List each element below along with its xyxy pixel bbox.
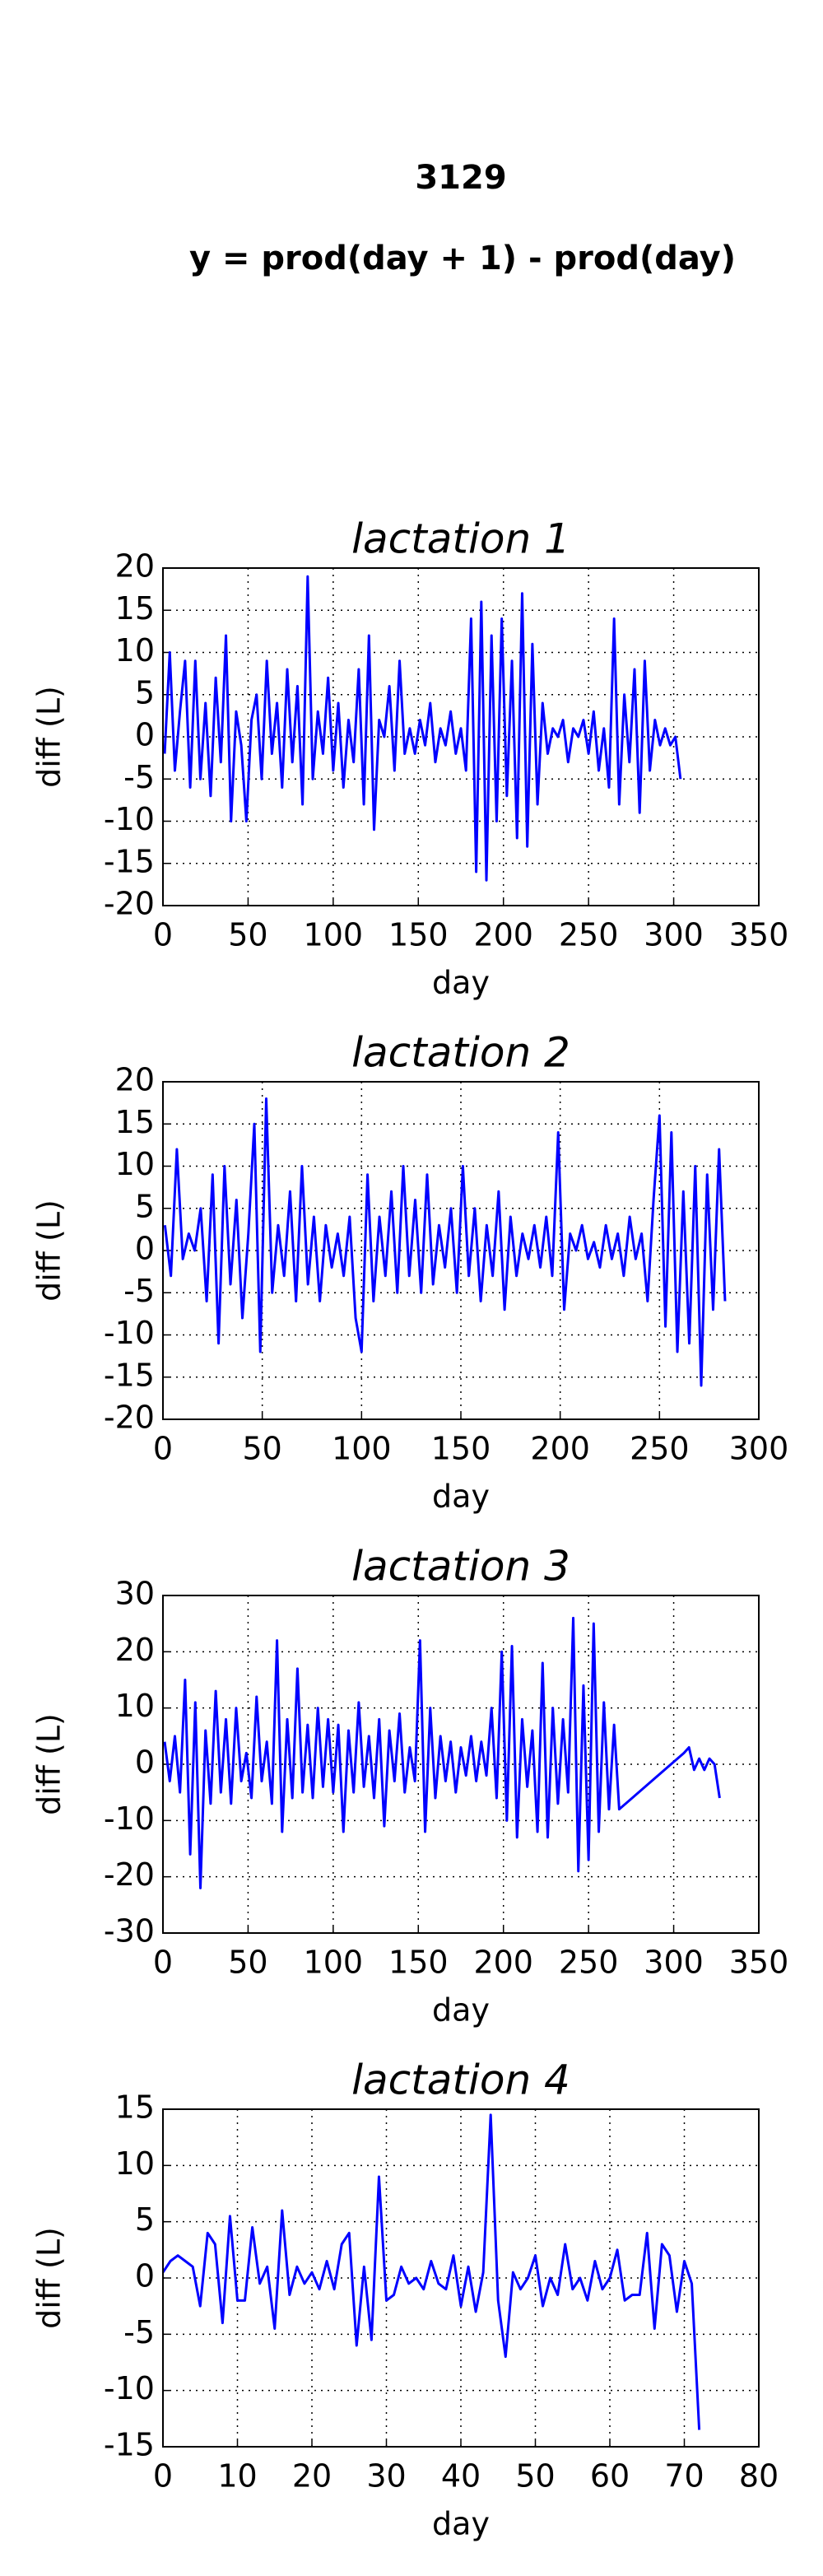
x-tick-label: 50 <box>228 1945 267 1981</box>
x-tick-label: 200 <box>530 1431 590 1467</box>
subplot-title: lactation 2 <box>351 1029 570 1077</box>
figure-subtitle: y = prod(day + 1) - prod(day) <box>189 240 736 277</box>
y-tick-label: 20 <box>115 1062 155 1098</box>
y-tick-label: 0 <box>135 1231 155 1267</box>
x-tick-label: 150 <box>388 917 449 953</box>
plot-frame <box>162 567 760 906</box>
y-tick-label: -20 <box>104 1400 155 1436</box>
y-tick-label: 5 <box>135 674 155 710</box>
y-axis-label: diff (L) <box>31 1199 67 1302</box>
plot-frame <box>162 1081 760 1420</box>
x-tick-label: 0 <box>153 2458 173 2494</box>
subplot-title: lactation 3 <box>351 1543 570 1591</box>
x-tick-label: 300 <box>644 917 704 953</box>
y-tick-label: -15 <box>104 1357 155 1393</box>
x-tick-label: 100 <box>332 1431 392 1467</box>
y-tick-label: 10 <box>115 1146 155 1182</box>
y-axis-label: diff (L) <box>31 2227 67 2329</box>
y-tick-label: -10 <box>104 1800 155 1837</box>
data-line <box>163 575 682 882</box>
y-tick-label: -10 <box>104 801 155 837</box>
y-tick-label: 0 <box>135 717 155 753</box>
subplot-title: lactation 1 <box>351 515 570 563</box>
x-tick-label: 350 <box>729 917 789 953</box>
x-axis-label: day <box>432 965 490 1001</box>
x-axis-label: day <box>432 2506 490 2542</box>
y-tick-label: 15 <box>115 1104 155 1140</box>
x-tick-label: 200 <box>473 917 533 953</box>
x-tick-label: 250 <box>559 1945 619 1981</box>
x-tick-label: 100 <box>304 1945 364 1981</box>
x-tick-label: 300 <box>729 1431 789 1467</box>
subplot-title: lactation 4 <box>351 2057 570 2104</box>
y-tick-label: -20 <box>104 1856 155 1893</box>
x-tick-label: 0 <box>153 917 173 953</box>
y-tick-label: 20 <box>115 1632 155 1668</box>
x-tick-label: 350 <box>729 1945 789 1981</box>
x-tick-label: 250 <box>559 917 619 953</box>
x-tick-label: 80 <box>739 2458 779 2494</box>
y-tick-label: 15 <box>115 2089 155 2126</box>
y-tick-label: 10 <box>115 632 155 668</box>
x-tick-label: 150 <box>431 1431 491 1467</box>
x-tick-label: 30 <box>366 2458 406 2494</box>
y-tick-label: 5 <box>135 2201 155 2238</box>
plot-frame <box>162 1595 760 1934</box>
data-line <box>163 1616 721 1889</box>
y-tick-label: 30 <box>115 1576 155 1612</box>
y-tick-label: -5 <box>123 759 155 795</box>
y-tick-label: -10 <box>104 2370 155 2406</box>
plot-frame <box>162 2108 760 2448</box>
x-tick-label: 150 <box>388 1945 449 1981</box>
x-tick-label: 50 <box>242 1431 281 1467</box>
x-tick-label: 0 <box>153 1431 173 1467</box>
y-tick-label: -15 <box>104 2427 155 2463</box>
y-tick-label: -5 <box>123 2314 155 2350</box>
y-tick-label: -5 <box>123 1273 155 1309</box>
y-tick-label: -10 <box>104 1315 155 1351</box>
y-tick-label: 10 <box>115 2145 155 2182</box>
x-tick-label: 250 <box>630 1431 690 1467</box>
x-tick-label: 10 <box>217 2458 257 2494</box>
y-tick-label: -20 <box>104 886 155 922</box>
x-tick-label: 60 <box>590 2458 630 2494</box>
y-axis-label: diff (L) <box>31 1713 67 1815</box>
y-tick-label: 5 <box>135 1188 155 1224</box>
x-tick-label: 0 <box>153 1945 173 1981</box>
x-tick-label: 40 <box>441 2458 481 2494</box>
x-tick-label: 20 <box>292 2458 332 2494</box>
data-line <box>163 1097 727 1387</box>
data-line <box>161 2113 701 2430</box>
x-tick-label: 200 <box>473 1945 533 1981</box>
x-tick-label: 100 <box>304 917 364 953</box>
y-tick-label: 15 <box>115 590 155 627</box>
y-tick-label: -30 <box>104 1913 155 1949</box>
x-tick-label: 300 <box>644 1945 704 1981</box>
y-tick-label: 10 <box>115 1688 155 1724</box>
y-tick-label: 0 <box>135 2258 155 2294</box>
x-axis-label: day <box>432 1992 490 2029</box>
y-tick-label: 0 <box>135 1745 155 1781</box>
y-tick-label: 20 <box>115 548 155 585</box>
y-axis-label: diff (L) <box>31 686 67 788</box>
x-tick-label: 50 <box>228 917 267 953</box>
figure-title: 3129 <box>415 159 506 197</box>
x-tick-label: 50 <box>515 2458 555 2494</box>
y-tick-label: -15 <box>104 843 155 879</box>
x-tick-label: 70 <box>664 2458 704 2494</box>
x-axis-label: day <box>432 1479 490 1515</box>
